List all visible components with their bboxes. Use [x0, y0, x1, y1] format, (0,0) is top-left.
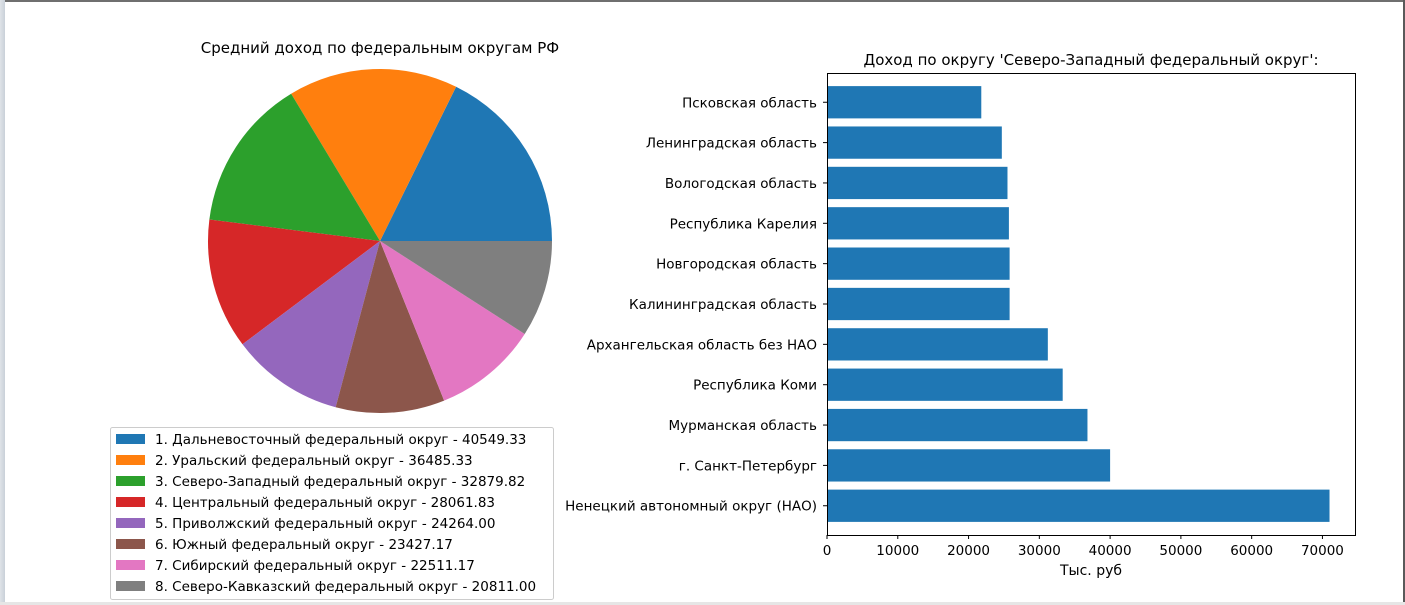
- x-tick-label-8: 70000: [1301, 543, 1344, 559]
- legend-label-1: 1. Дальневосточный федеральный округ - 4…: [155, 432, 526, 448]
- pie-slice-2: [291, 68, 457, 242]
- y-tick-label-8: Республика Коми: [693, 378, 817, 394]
- legend-swatch-4: [116, 497, 145, 507]
- legend-swatch-8: [116, 581, 145, 591]
- x-axis-label: Тыс. руб: [1059, 563, 1122, 579]
- legend-items: 1. Дальневосточный федеральный округ - 4…: [116, 432, 536, 595]
- bars: [827, 86, 1330, 522]
- x-tick-label-1: 0: [823, 543, 832, 559]
- bar-10: [827, 449, 1111, 482]
- window-right-border: [1403, 0, 1405, 605]
- bar-5: [827, 247, 1010, 280]
- bar-4: [827, 207, 1009, 240]
- y-tick-label-9: Мурманская область: [669, 418, 818, 434]
- legend-swatch-5: [116, 518, 145, 528]
- legend-label-4: 4. Центральный федеральный округ - 28061…: [155, 495, 495, 511]
- bar-chart: Доход по округу 'Северо-Западный федерал…: [565, 51, 1356, 579]
- y-tick-label-1: Псковская область: [682, 95, 817, 111]
- pie-slice-8: [380, 241, 552, 334]
- window-left-border: [0, 0, 5, 605]
- x-tick-label-2: 10000: [876, 543, 919, 559]
- bar-7: [827, 328, 1048, 361]
- y-tick-label-5: Новгородская область: [656, 257, 817, 273]
- x-tick-label-5: 40000: [1089, 543, 1132, 559]
- pie-slice-7: [380, 241, 525, 401]
- x-tick-label-3: 20000: [947, 543, 990, 559]
- y-tick-label-6: Калининградская область: [629, 297, 817, 313]
- bar-2: [827, 126, 1002, 159]
- legend-swatch-7: [116, 560, 145, 570]
- pie-chart: Средний доход по федеральным округам РФ …: [110, 39, 560, 600]
- x-axis-ticks: 0 10000 20000 30000 40000 50000 60000 70000: [823, 535, 1344, 559]
- pie-slice-5: [242, 241, 380, 408]
- bar-3: [827, 166, 1008, 200]
- y-tick-label-7: Архангельская область без НАО: [587, 337, 817, 353]
- pie-slices: [208, 68, 552, 414]
- pie-legend: 1. Дальневосточный федеральный округ - 4…: [110, 427, 554, 600]
- window-bottom-border: [0, 602, 1405, 605]
- pie-slice-4: [208, 219, 380, 345]
- y-tick-label-11: Ненецкий автономный округ (НАО): [565, 499, 817, 515]
- legend-swatch-2: [116, 455, 145, 465]
- window-top-border: [0, 0, 1405, 2]
- legend-label-6: 6. Южный федеральный округ - 23427.17: [155, 537, 453, 553]
- axes-frame: [827, 73, 1356, 536]
- y-tick-label-3: Вологодская область: [665, 176, 817, 192]
- pie-slice-3: [209, 93, 380, 241]
- x-tick-label-4: 30000: [1018, 543, 1061, 559]
- bar-6: [827, 287, 1010, 321]
- y-tick-label-2: Ленинградская область: [646, 136, 817, 152]
- y-tick-label-4: Республика Карелия: [670, 216, 817, 232]
- bar-11: [827, 489, 1330, 522]
- pie-slice-6: [335, 241, 445, 414]
- legend-swatch-3: [116, 476, 145, 486]
- legend-label-3: 3. Северо-Западный федеральный округ - 3…: [155, 474, 525, 490]
- x-tick-label-7: 60000: [1230, 543, 1273, 559]
- bar-9: [827, 408, 1088, 442]
- legend-label-7: 7. Сибирский федеральный округ - 22511.1…: [155, 558, 475, 574]
- legend-frame: [110, 427, 554, 600]
- legend-swatch-1: [116, 434, 145, 444]
- legend-swatch-6: [116, 539, 145, 549]
- pie-title: Средний доход по федеральным округам РФ: [201, 39, 560, 57]
- pie-slice-1: [380, 86, 552, 242]
- x-tick-label-6: 50000: [1159, 543, 1202, 559]
- bar-8: [827, 368, 1063, 401]
- y-tick-label-10: г. Санкт-Петербург: [679, 458, 817, 474]
- legend-label-2: 2. Уральский федеральный округ - 36485.3…: [155, 453, 473, 469]
- legend-label-8: 8. Северо-Кавказский федеральный округ -…: [155, 579, 536, 595]
- bar-title: Доход по округу 'Северо-Западный федерал…: [863, 51, 1318, 69]
- y-axis-ticks: Псковская область Ленинградская область Во…: [565, 95, 827, 515]
- bar-1: [827, 86, 982, 119]
- legend-label-5: 5. Приволжский федеральный округ - 24264…: [155, 516, 496, 532]
